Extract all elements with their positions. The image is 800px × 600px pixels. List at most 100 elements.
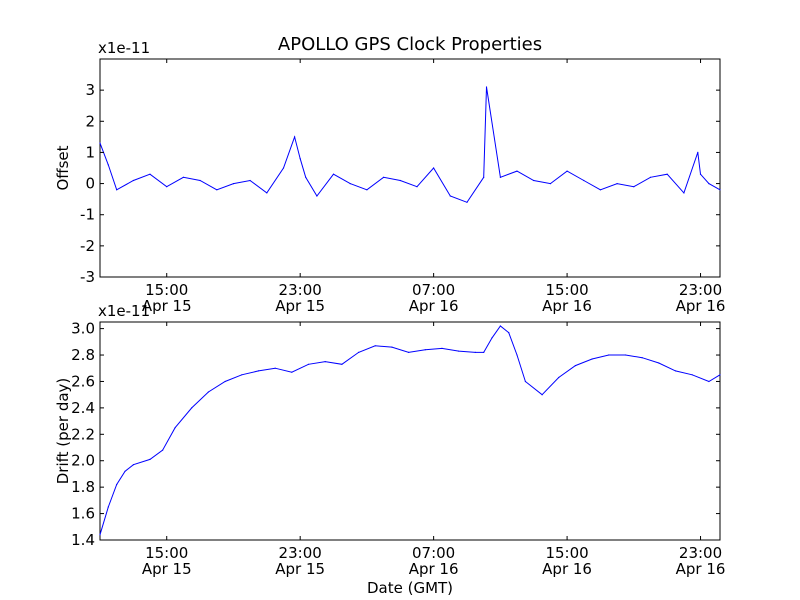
data-point — [341, 363, 343, 365]
data-point — [674, 370, 677, 372]
data-point — [483, 176, 485, 178]
chart-title: APOLLO GPS Clock Properties — [278, 34, 542, 55]
data-point — [132, 179, 134, 182]
data-point — [433, 167, 435, 169]
y-axis-label: Drift (per day) — [54, 378, 72, 485]
x-tick-date-label: Apr 16 — [409, 297, 459, 315]
data-point — [633, 186, 635, 188]
y-tick-label: 2 — [85, 112, 95, 130]
data-point — [116, 189, 118, 191]
x-tick-time-label: 23:00 — [679, 281, 722, 299]
data-point — [124, 470, 126, 472]
data-point — [332, 173, 335, 175]
data-point — [294, 136, 296, 138]
data-point — [99, 534, 101, 536]
data-point — [516, 354, 518, 356]
data-point — [307, 363, 310, 365]
data-point — [616, 183, 618, 185]
data-point — [249, 179, 251, 182]
data-point — [424, 349, 426, 351]
data-point — [608, 354, 610, 356]
data-point — [541, 394, 543, 396]
data-point — [107, 506, 109, 508]
x-tick-date-label: Apr 15 — [275, 297, 325, 315]
data-point — [383, 176, 385, 178]
data-point — [305, 176, 307, 178]
x-tick-date-label: Apr 16 — [676, 297, 726, 315]
data-point — [316, 195, 318, 197]
data-point — [458, 350, 460, 352]
x-tick-date-label: Apr 16 — [542, 560, 592, 578]
data-point — [666, 173, 668, 175]
x-tick-time-label: 15:00 — [145, 281, 188, 299]
y-tick-label: 2.2 — [71, 425, 95, 443]
y-scale-offset-label: x1e-11 — [98, 302, 150, 320]
y-tick-label: 1 — [85, 143, 95, 161]
data-point — [132, 464, 134, 466]
data-point — [441, 347, 443, 349]
data-point — [719, 374, 721, 376]
data-point — [107, 164, 109, 166]
drift-series-line — [99, 325, 721, 535]
y-tick-label: 0 — [85, 175, 95, 193]
data-point — [324, 361, 326, 363]
data-point — [483, 351, 485, 353]
plot-frame — [99, 321, 721, 541]
data-point — [149, 458, 151, 460]
data-point — [566, 170, 568, 172]
data-point — [533, 179, 535, 182]
x-tick-date-label: Apr 15 — [142, 297, 192, 315]
data-point — [485, 86, 488, 88]
data-point — [558, 376, 560, 379]
x-tick-time-label: 23:00 — [679, 544, 722, 562]
data-point — [474, 351, 476, 353]
data-point — [216, 189, 218, 191]
data-point — [708, 183, 710, 185]
data-point — [191, 407, 193, 409]
data-point — [683, 192, 685, 194]
y-tick-label: 2.0 — [71, 452, 95, 470]
x-tick-time-label: 07:00 — [412, 281, 455, 299]
data-point — [166, 186, 168, 188]
x-tick-date-label: Apr 16 — [542, 297, 592, 315]
data-point — [499, 325, 501, 327]
data-point — [491, 337, 493, 339]
x-tick-time-label: 15:00 — [545, 544, 588, 562]
data-point — [266, 192, 268, 194]
data-point — [649, 176, 652, 178]
data-point — [583, 179, 585, 182]
data-point — [408, 351, 410, 353]
data-point — [257, 370, 260, 372]
y-tick-label: 1.6 — [71, 505, 95, 523]
y-tick-label: 1.4 — [71, 531, 95, 549]
data-point — [699, 173, 702, 175]
x-tick-date-label: Apr 16 — [676, 560, 726, 578]
data-point — [697, 151, 699, 153]
data-point — [99, 142, 101, 144]
data-point — [241, 374, 243, 376]
data-point — [224, 380, 226, 383]
data-point — [399, 179, 401, 182]
x-tick-time-label: 23:00 — [279, 544, 322, 562]
data-point — [182, 176, 184, 178]
data-point — [624, 354, 627, 356]
data-point — [349, 183, 351, 185]
data-point — [516, 170, 518, 172]
data-point — [599, 189, 602, 191]
x-axis-label: Date (GMT) — [367, 579, 453, 597]
data-point — [549, 183, 552, 185]
plot-frame — [99, 58, 721, 278]
data-point — [416, 186, 418, 188]
x-tick-time-label: 07:00 — [412, 544, 455, 562]
data-point — [524, 380, 527, 383]
y-tick-label: 2.6 — [71, 372, 95, 390]
data-point — [499, 176, 501, 178]
data-point — [358, 351, 360, 353]
data-point — [232, 183, 235, 185]
data-point — [708, 380, 710, 383]
x-tick-time-label: 23:00 — [279, 281, 322, 299]
y-scale-offset-label: x1e-11 — [98, 39, 150, 57]
data-point — [149, 173, 151, 175]
